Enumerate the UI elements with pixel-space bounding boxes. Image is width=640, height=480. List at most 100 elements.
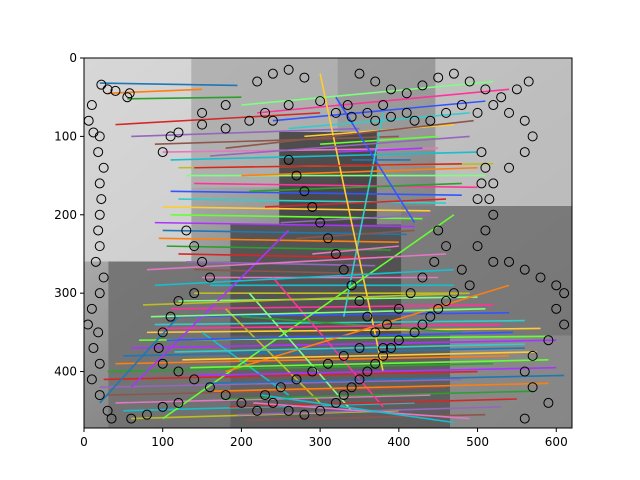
keypoint-marker — [378, 100, 389, 111]
match-line — [225, 308, 321, 404]
keypoint-marker — [346, 382, 357, 393]
keypoint-marker — [189, 374, 200, 385]
keypoint-marker — [346, 280, 357, 291]
keypoint-marker — [283, 405, 294, 416]
keypoint-marker — [480, 162, 491, 173]
match-line — [130, 229, 290, 388]
keypoint-marker — [464, 76, 475, 87]
match-line — [264, 198, 447, 208]
match-line — [123, 402, 415, 412]
keypoint-marker — [181, 225, 192, 236]
keypoint-marker — [252, 76, 263, 87]
keypoint-marker — [110, 85, 121, 96]
match-line — [194, 182, 478, 189]
x-tick-label: 100 — [151, 435, 174, 449]
match-line — [166, 331, 513, 342]
keypoint-marker — [559, 319, 570, 330]
keypoint-marker — [425, 115, 436, 126]
match-line — [150, 308, 486, 318]
keypoint-marker — [96, 79, 107, 90]
keypoint-marker — [299, 186, 310, 197]
keypoint-marker — [94, 131, 105, 142]
keypoint-marker — [354, 343, 365, 354]
x-tick-label: 0 — [80, 435, 88, 449]
keypoint-marker — [283, 64, 294, 75]
keypoint-marker — [535, 272, 546, 283]
match-line — [249, 182, 462, 193]
match-line — [166, 245, 391, 251]
keypoint-marker — [124, 88, 135, 99]
keypoint-marker — [429, 256, 440, 267]
keypoint-marker — [433, 303, 444, 314]
keypoint-marker — [519, 366, 530, 377]
keypoint-marker — [98, 162, 109, 173]
keypoint-marker — [385, 111, 396, 122]
keypoint-marker — [94, 390, 105, 401]
keypoint-marker — [354, 68, 365, 79]
match-line — [99, 316, 180, 404]
keypoint-marker — [173, 397, 184, 408]
match-line — [248, 292, 353, 412]
match-line — [194, 268, 368, 275]
match-line — [154, 221, 415, 228]
keypoint-marker — [472, 241, 483, 252]
match-line — [170, 304, 494, 310]
keypoint-marker — [519, 264, 530, 275]
keypoint-marker — [291, 170, 302, 181]
match-line — [205, 374, 565, 385]
y-tick-label: 0 — [69, 51, 77, 65]
match-line — [319, 73, 384, 372]
keypoint-marker — [299, 72, 310, 83]
keypoint-marker — [441, 296, 452, 307]
match-line — [107, 362, 494, 373]
keypoint-marker — [153, 343, 164, 354]
keypoint-marker — [220, 100, 231, 111]
match-line — [162, 206, 431, 212]
keypoint-marker — [267, 397, 278, 408]
keypoint-marker — [204, 382, 215, 393]
keypoint-marker — [102, 84, 113, 95]
keypoint-marker — [504, 162, 515, 173]
keypoint-marker — [519, 413, 530, 424]
keypoint-marker — [519, 147, 530, 158]
keypoint-marker — [433, 72, 444, 83]
match-line — [241, 315, 462, 334]
match-line — [103, 370, 478, 381]
x-axis: 0 100 200 300 400 500 600 — [80, 428, 568, 449]
keypoint-marker — [102, 405, 113, 416]
keypoint-marker — [220, 390, 231, 401]
keypoint-marker — [338, 350, 349, 361]
keypoint-marker — [527, 382, 538, 393]
keypoint-marker — [94, 358, 105, 369]
keypoint-marker — [385, 343, 396, 354]
keypoint-marker — [93, 225, 104, 236]
match-line — [253, 402, 470, 420]
match-line — [335, 96, 416, 224]
match-line — [131, 339, 557, 349]
keypoint-marker — [417, 319, 428, 330]
keypoint-marker — [346, 111, 357, 122]
keypoint-marker — [126, 413, 137, 424]
match-line — [127, 96, 242, 100]
match-line — [272, 100, 486, 122]
plot-area — [84, 58, 572, 428]
keypoint-marker — [86, 303, 97, 314]
keypoint-marker — [315, 96, 326, 107]
keypoint-marker — [409, 327, 420, 338]
keypoint-marker — [370, 76, 381, 87]
keypoint-marker — [98, 272, 109, 283]
match-line — [99, 82, 238, 87]
keypoint-marker — [488, 178, 499, 189]
keypoint-marker — [543, 335, 554, 346]
keypoint-marker — [511, 84, 522, 95]
keypoint-marker — [260, 390, 271, 401]
keypoint-marker — [189, 241, 200, 252]
keypoint-marker — [157, 401, 168, 412]
keypoint-marker — [370, 327, 381, 338]
keypoint-marker — [519, 115, 530, 126]
keypoint-marker — [315, 405, 326, 416]
keypoint-marker — [307, 201, 318, 212]
keypoint-marker — [484, 194, 495, 205]
x-tick-label: 300 — [309, 435, 332, 449]
keypoint-marker — [370, 358, 381, 369]
